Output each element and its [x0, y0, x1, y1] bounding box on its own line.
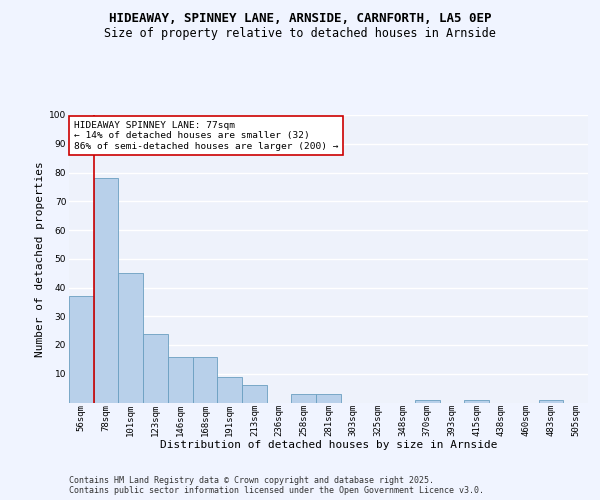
Bar [292, 394, 316, 402]
Bar [143, 334, 168, 402]
Bar [316, 394, 341, 402]
Bar [69, 296, 94, 403]
Text: HIDEAWAY, SPINNEY LANE, ARNSIDE, CARNFORTH, LA5 0EP: HIDEAWAY, SPINNEY LANE, ARNSIDE, CARNFOR… [109, 12, 491, 26]
Bar [168, 356, 193, 403]
Bar [539, 400, 563, 402]
Bar [464, 400, 489, 402]
Text: HIDEAWAY SPINNEY LANE: 77sqm
← 14% of detached houses are smaller (32)
86% of se: HIDEAWAY SPINNEY LANE: 77sqm ← 14% of de… [74, 120, 338, 150]
Text: Contains HM Land Registry data © Crown copyright and database right 2025.
Contai: Contains HM Land Registry data © Crown c… [69, 476, 484, 495]
Bar [217, 376, 242, 402]
Y-axis label: Number of detached properties: Number of detached properties [35, 161, 45, 356]
Bar [193, 356, 217, 403]
Bar [415, 400, 440, 402]
Text: Size of property relative to detached houses in Arnside: Size of property relative to detached ho… [104, 28, 496, 40]
X-axis label: Distribution of detached houses by size in Arnside: Distribution of detached houses by size … [160, 440, 497, 450]
Bar [242, 385, 267, 402]
Bar [118, 273, 143, 402]
Bar [94, 178, 118, 402]
